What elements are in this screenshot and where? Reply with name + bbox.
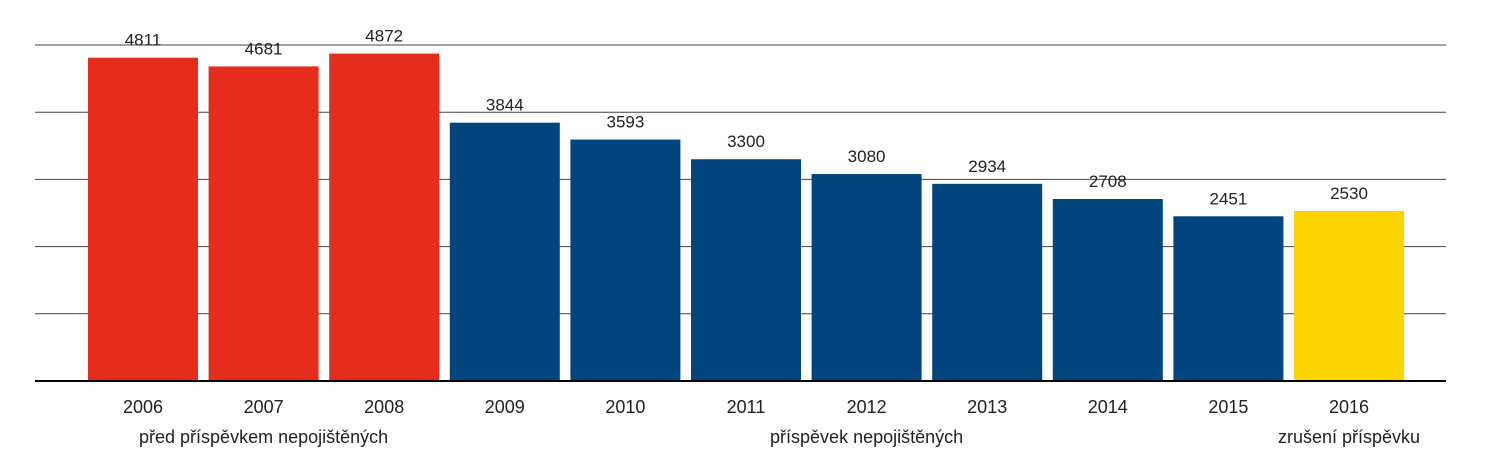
bar-2007 [208, 66, 319, 381]
x-tick-2015: 2015 [1208, 397, 1248, 417]
value-label-2015: 2451 [1209, 189, 1247, 208]
x-tick-2012: 2012 [847, 397, 887, 417]
value-label-2007: 4681 [245, 39, 283, 58]
bar-2010 [570, 139, 681, 381]
x-tick-2007: 2007 [244, 397, 284, 417]
bar-2012 [811, 174, 922, 381]
bar-2015 [1173, 216, 1284, 381]
value-label-2010: 3593 [606, 113, 644, 132]
group-label-1: před příspěvkem nepojištěných [139, 427, 388, 447]
x-tick-2016: 2016 [1329, 397, 1369, 417]
value-label-2012: 3080 [848, 147, 886, 166]
x-tick-2011: 2011 [727, 397, 766, 417]
bar-2009 [449, 122, 560, 381]
value-label-2006: 4811 [125, 31, 162, 50]
x-tick-2008: 2008 [364, 397, 404, 417]
x-tick-2013: 2013 [967, 397, 1007, 417]
value-label-2016: 2530 [1330, 184, 1368, 203]
bar-2011 [691, 159, 801, 381]
bars [88, 53, 1404, 382]
value-labels: 4811 4681 4872 3844 3593 3300 3080 2934 2708 2451… [125, 27, 1368, 209]
bar-2014 [1052, 199, 1163, 381]
x-tick-2010: 2010 [605, 397, 645, 417]
x-tick-2006: 2006 [123, 397, 163, 417]
bar-2008 [329, 53, 440, 382]
value-label-2013: 2934 [968, 157, 1006, 176]
value-label-2011: 3300 [727, 132, 765, 151]
bar-2006 [88, 57, 198, 381]
value-label-2009: 3844 [486, 96, 524, 115]
bar-2016 [1294, 210, 1404, 381]
bar-2013 [932, 183, 1043, 381]
x-tick-2014: 2014 [1088, 397, 1128, 417]
value-label-2008: 4872 [365, 27, 403, 46]
value-label-2014: 2708 [1089, 172, 1127, 191]
group-label-2: příspěvek nepojištěných [770, 427, 963, 447]
group-label-3: zrušení příspěvku [1278, 427, 1420, 447]
x-tick-labels: 2006 2007 2008 2009 2010 2011 2012 2013 2014 2015… [123, 397, 1369, 417]
group-labels: před příspěvkem nepojištěných příspěvek n… [139, 427, 1420, 447]
x-tick-2009: 2009 [485, 397, 525, 417]
